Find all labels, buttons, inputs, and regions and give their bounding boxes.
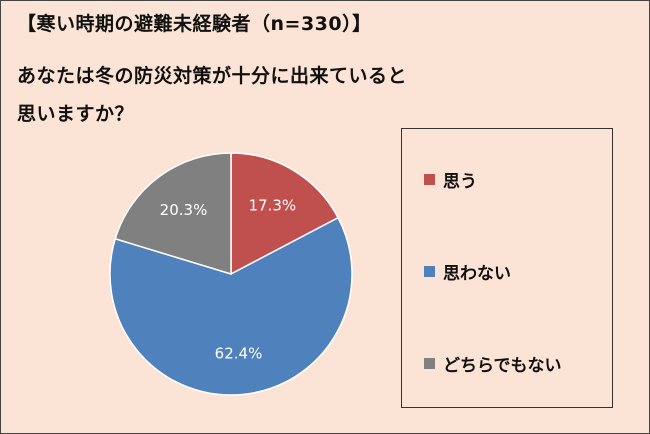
legend-label: 思う bbox=[443, 172, 477, 192]
legend-label: どちらでもない bbox=[443, 356, 562, 376]
legend-item-dochirademonai: どちらでもない bbox=[424, 351, 562, 376]
legend-swatch-blue bbox=[424, 266, 435, 277]
pie-value-label: 20.3% bbox=[160, 201, 208, 219]
legend-item-omou: 思う bbox=[424, 167, 477, 192]
pie-slice-omowanai bbox=[109, 216, 353, 396]
legend-label: 思わない bbox=[443, 264, 511, 284]
legend-swatch-gray bbox=[424, 358, 435, 369]
pie-slice-omou bbox=[230, 152, 340, 276]
pie-value-label: 62.4% bbox=[215, 345, 263, 363]
legend-swatch-red bbox=[424, 174, 435, 185]
question-line-1: あなたは冬の防災対策が十分に出来ていると bbox=[17, 65, 408, 87]
legend: 思う 思わない どちらでもない bbox=[401, 128, 613, 408]
pie-slice-dochirademonai bbox=[114, 152, 232, 276]
pie-value-label: 17.3% bbox=[248, 197, 296, 215]
legend-item-omowanai: 思わない bbox=[424, 259, 511, 284]
question-line-2: 思いますか？ bbox=[17, 103, 135, 125]
pie-chart: 17.3% 62.4% 20.3% bbox=[109, 152, 353, 396]
survey-question: あなたは冬の防災対策が十分に出来ていると 思いますか？ bbox=[17, 57, 407, 133]
chart-title: 【寒い時期の避難未経験者（n=330）】 bbox=[17, 13, 372, 35]
